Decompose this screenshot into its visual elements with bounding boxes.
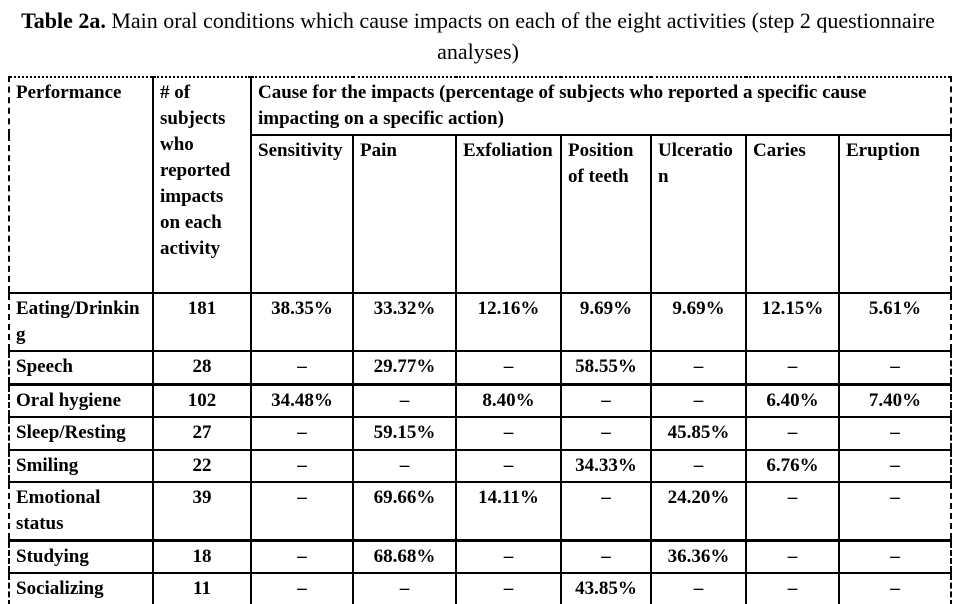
cell-position-of-teeth: –: [560, 481, 652, 542]
cell-exfoliation: –: [455, 416, 562, 452]
cell-pain: 68.68%: [352, 539, 457, 575]
table-row-oral-hygiene: Oral hygiene 102 34.48% – 8.40% – – 6.40…: [8, 382, 953, 419]
row-label: Speech: [8, 350, 154, 386]
column-header-eruption: Eruption: [837, 134, 953, 295]
table-row-socializing: Socializing 11 – – – 43.85% – – –: [8, 572, 953, 604]
header-row-causes: Sensitivity Pain Exfoliation Position of…: [9, 134, 953, 295]
row-label: Oral hygiene: [8, 382, 154, 419]
header-row-group: Performance # of subjects who reported i…: [8, 76, 953, 295]
cell-caries: –: [745, 572, 840, 604]
column-header-sensitivity: Sensitivity: [250, 134, 354, 295]
table-row-eating-drinking: Eating/Drinking 181 38.35% 33.32% 12.16%…: [8, 292, 953, 353]
column-header-position-of-teeth: Position of teeth: [560, 134, 652, 295]
cell-position-of-teeth: 34.33%: [560, 449, 652, 484]
cell-position-of-teeth: –: [560, 539, 652, 575]
cell-exfoliation: 12.16%: [455, 292, 562, 353]
column-header-caries: Caries: [745, 134, 840, 295]
cell-caries: –: [745, 539, 840, 575]
cell-eruption: –: [837, 539, 953, 575]
cell-caries: –: [745, 350, 840, 386]
column-header-pain: Pain: [352, 134, 457, 295]
cell-eruption: –: [837, 350, 953, 386]
column-header-cause-group: Cause for the impacts (percentage of sub…: [249, 76, 953, 137]
cell-position-of-teeth: 58.55%: [560, 350, 652, 386]
subjects-count: 181: [152, 292, 252, 353]
table-caption-number: Table 2a.: [21, 8, 106, 33]
row-label: Smiling: [8, 449, 154, 484]
cell-sensitivity: –: [250, 481, 354, 542]
cell-exfoliation: –: [455, 449, 562, 484]
table-row-smiling: Smiling 22 – – – 34.33% – 6.76% –: [8, 449, 953, 484]
table-row-sleep-resting: Sleep/Resting 27 – 59.15% – – 45.85% – –: [8, 416, 953, 452]
cell-sensitivity: 34.48%: [250, 382, 354, 419]
cell-pain: –: [352, 572, 457, 604]
column-header-exfoliation: Exfoliation: [455, 134, 562, 295]
subjects-count: 22: [152, 449, 252, 484]
cell-position-of-teeth: –: [560, 382, 652, 419]
cell-caries: 6.76%: [745, 449, 840, 484]
cell-eruption: –: [837, 449, 953, 484]
cell-ulceration: –: [650, 350, 747, 386]
cell-ulceration: –: [650, 449, 747, 484]
cell-ulceration: –: [650, 572, 747, 604]
column-header-ulceration: Ulceration: [650, 134, 747, 295]
row-label: Emotional status: [8, 481, 154, 542]
cell-eruption: 5.61%: [837, 292, 953, 353]
cell-pain: 29.77%: [352, 350, 457, 386]
cell-sensitivity: –: [250, 416, 354, 452]
cell-exfoliation: 14.11%: [455, 481, 562, 542]
cell-pain: 69.66%: [352, 481, 457, 542]
cell-sensitivity: –: [250, 449, 354, 484]
subjects-count: 27: [152, 416, 252, 452]
row-label: Socializing: [8, 572, 154, 604]
cell-position-of-teeth: –: [560, 416, 652, 452]
cell-caries: 12.15%: [745, 292, 840, 353]
subjects-count: 18: [152, 539, 252, 575]
cell-ulceration: –: [650, 382, 747, 419]
cell-sensitivity: 38.35%: [250, 292, 354, 353]
cell-ulceration: 24.20%: [650, 481, 747, 542]
cell-eruption: –: [837, 481, 953, 542]
row-label: Eating/Drinking: [8, 292, 154, 353]
cell-ulceration: 45.85%: [650, 416, 747, 452]
subjects-count: 11: [152, 572, 252, 604]
table-caption: Table 2a. Main oral conditions which cau…: [0, 0, 956, 67]
row-label: Studying: [8, 539, 154, 575]
subjects-count: 102: [152, 382, 252, 419]
cell-ulceration: 36.36%: [650, 539, 747, 575]
table-row-studying: Studying 18 – 68.68% – – 36.36% – –: [8, 539, 953, 575]
cell-exfoliation: –: [455, 539, 562, 575]
cell-exfoliation: –: [455, 572, 562, 604]
cell-caries: 6.40%: [745, 382, 840, 419]
cell-exfoliation: 8.40%: [455, 382, 562, 419]
cell-eruption: –: [837, 416, 953, 452]
cell-eruption: –: [837, 572, 953, 604]
cell-pain: 59.15%: [352, 416, 457, 452]
table-row-speech: Speech 28 – 29.77% – 58.55% – – –: [8, 350, 953, 386]
cell-eruption: 7.40%: [837, 382, 953, 419]
subjects-count: 28: [152, 350, 252, 386]
column-header-performance: Performance: [8, 76, 154, 295]
cell-sensitivity: –: [250, 539, 354, 575]
cell-sensitivity: –: [250, 572, 354, 604]
subjects-count: 39: [152, 481, 252, 542]
cell-caries: –: [745, 416, 840, 452]
cell-pain: –: [352, 449, 457, 484]
row-label: Sleep/Resting: [8, 416, 154, 452]
cell-exfoliation: –: [455, 350, 562, 386]
table-row-emotional-status: Emotional status 39 – 69.66% 14.11% – 24…: [8, 481, 953, 542]
cell-pain: 33.32%: [352, 292, 457, 353]
cell-position-of-teeth: 43.85%: [560, 572, 652, 604]
cell-ulceration: 9.69%: [650, 292, 747, 353]
table-caption-text: Main oral conditions which cause impacts…: [111, 8, 935, 65]
cell-pain: –: [352, 382, 457, 419]
cell-position-of-teeth: 9.69%: [560, 292, 652, 353]
cell-sensitivity: –: [250, 350, 354, 386]
column-header-subjects: # of subjects who reported impacts on ea…: [152, 76, 252, 295]
cell-caries: –: [745, 481, 840, 542]
oral-conditions-impact-table: Performance # of subjects who reported i…: [8, 76, 953, 604]
